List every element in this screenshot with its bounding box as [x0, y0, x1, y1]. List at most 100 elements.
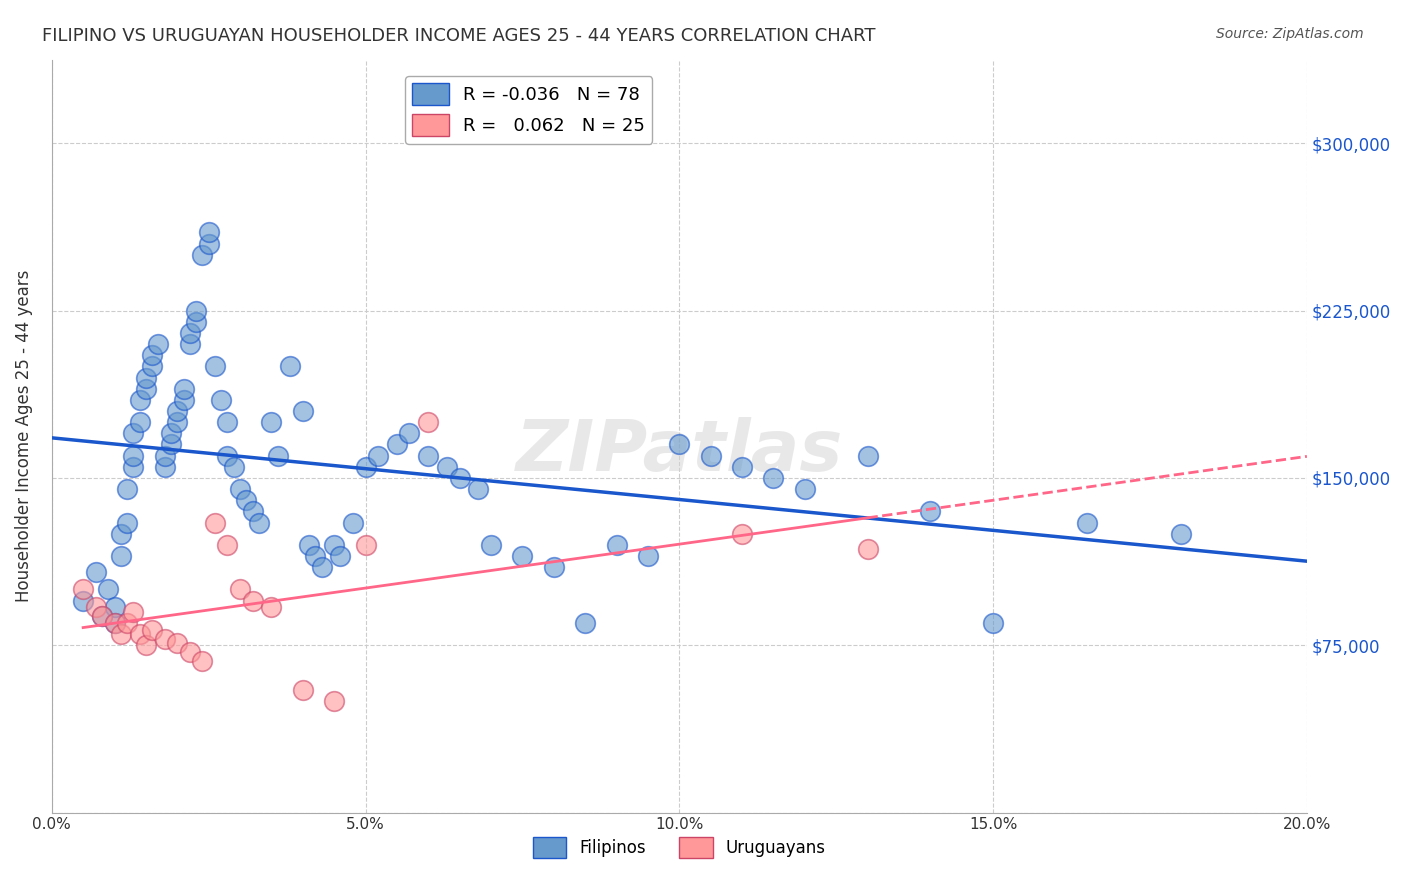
Point — [731, 459, 754, 474]
Point — [135, 370, 157, 384]
Point — [128, 415, 150, 429]
Point — [260, 600, 283, 615]
Point — [115, 482, 138, 496]
Point — [418, 449, 440, 463]
Point — [197, 226, 219, 240]
Point — [179, 337, 201, 351]
Point — [398, 426, 420, 441]
Point — [72, 593, 94, 607]
Text: FILIPINO VS URUGUAYAN HOUSEHOLDER INCOME AGES 25 - 44 YEARS CORRELATION CHART: FILIPINO VS URUGUAYAN HOUSEHOLDER INCOME… — [42, 27, 876, 45]
Point — [91, 609, 114, 624]
Point — [323, 694, 346, 708]
Point — [166, 404, 188, 418]
Point — [762, 471, 785, 485]
Legend: Filipinos, Uruguayans: Filipinos, Uruguayans — [526, 830, 832, 864]
Point — [1076, 516, 1098, 530]
Text: ZIPatlas: ZIPatlas — [516, 417, 844, 485]
Point — [84, 565, 107, 579]
Y-axis label: Householder Income Ages 25 - 44 years: Householder Income Ages 25 - 44 years — [15, 270, 32, 602]
Point — [184, 315, 207, 329]
Point — [242, 593, 264, 607]
Point — [72, 582, 94, 597]
Point — [153, 459, 176, 474]
Point — [278, 359, 301, 374]
Point — [209, 392, 232, 407]
Point — [606, 538, 628, 552]
Point — [148, 337, 170, 351]
Point — [731, 526, 754, 541]
Point — [217, 449, 239, 463]
Point — [856, 542, 879, 557]
Point — [260, 415, 283, 429]
Point — [204, 359, 226, 374]
Point — [291, 404, 314, 418]
Point — [110, 549, 132, 563]
Point — [222, 459, 245, 474]
Point — [128, 627, 150, 641]
Point — [122, 459, 145, 474]
Point — [160, 437, 183, 451]
Point — [141, 348, 163, 362]
Point — [141, 623, 163, 637]
Point — [128, 392, 150, 407]
Point — [467, 482, 489, 496]
Point — [122, 605, 145, 619]
Point — [103, 615, 125, 630]
Point — [197, 236, 219, 251]
Point — [160, 426, 183, 441]
Point — [668, 437, 690, 451]
Point — [920, 504, 942, 518]
Point — [153, 449, 176, 463]
Point — [543, 560, 565, 574]
Point — [184, 303, 207, 318]
Point — [418, 415, 440, 429]
Point — [637, 549, 659, 563]
Point — [173, 382, 195, 396]
Point — [242, 504, 264, 518]
Point — [856, 449, 879, 463]
Point — [166, 636, 188, 650]
Point — [91, 609, 114, 624]
Point — [84, 600, 107, 615]
Point — [217, 538, 239, 552]
Point — [291, 682, 314, 697]
Point — [135, 382, 157, 396]
Point — [298, 538, 321, 552]
Point — [173, 392, 195, 407]
Point — [179, 645, 201, 659]
Point — [110, 526, 132, 541]
Point — [479, 538, 502, 552]
Point — [323, 538, 346, 552]
Point — [141, 359, 163, 374]
Point — [342, 516, 364, 530]
Point — [122, 449, 145, 463]
Point — [103, 600, 125, 615]
Point — [135, 638, 157, 652]
Point — [574, 615, 596, 630]
Point — [110, 627, 132, 641]
Point — [449, 471, 471, 485]
Point — [103, 615, 125, 630]
Text: Source: ZipAtlas.com: Source: ZipAtlas.com — [1216, 27, 1364, 41]
Point — [179, 326, 201, 340]
Point — [699, 449, 721, 463]
Point — [229, 582, 252, 597]
Point — [436, 459, 458, 474]
Point — [166, 415, 188, 429]
Point — [793, 482, 815, 496]
Point — [191, 248, 214, 262]
Point — [385, 437, 408, 451]
Point — [235, 493, 257, 508]
Point — [191, 654, 214, 668]
Point — [204, 516, 226, 530]
Point — [1170, 526, 1192, 541]
Point — [354, 459, 377, 474]
Point — [512, 549, 534, 563]
Point — [981, 615, 1004, 630]
Point — [153, 632, 176, 646]
Point — [354, 538, 377, 552]
Point — [311, 560, 333, 574]
Point — [217, 415, 239, 429]
Point — [229, 482, 252, 496]
Point — [266, 449, 288, 463]
